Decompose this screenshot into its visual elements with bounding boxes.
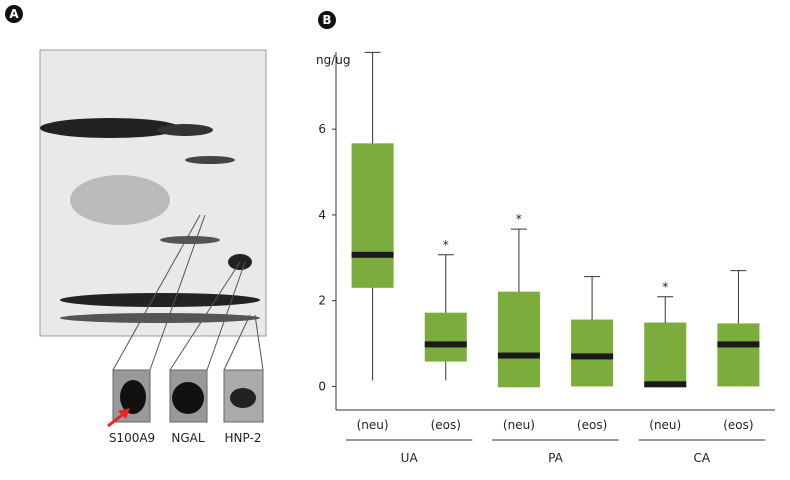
median [497, 352, 540, 359]
gel-spot [60, 313, 260, 323]
median [571, 353, 614, 360]
panel-a: A S100A9 NGAL HNP-2 [5, 5, 267, 445]
group-label: PA [548, 451, 563, 465]
significance-mark: * [662, 280, 668, 294]
inset-spot [120, 380, 146, 414]
x-tick-label: (eos) [431, 418, 461, 432]
group-label: UA [401, 451, 419, 465]
x-tick-label: (eos) [723, 418, 753, 432]
gel-spot [60, 293, 260, 307]
box [497, 291, 540, 388]
arrow-head [118, 408, 130, 419]
inset-label: S100A9 [109, 431, 155, 445]
box [644, 322, 687, 388]
guide [254, 314, 264, 371]
gel-smear [70, 175, 170, 225]
box [351, 143, 394, 288]
x-tick-label: (neu) [649, 418, 681, 432]
median [644, 381, 687, 388]
inset-spot [230, 388, 256, 408]
gel-spot [160, 236, 220, 244]
group-label: CA [694, 451, 711, 465]
guide [169, 261, 241, 371]
y-tick-label: 0 [318, 379, 326, 393]
guide [149, 214, 206, 371]
significance-mark: * [443, 238, 449, 252]
panel-badge [318, 11, 336, 29]
y-tick-label: 2 [318, 294, 326, 308]
significance-mark: * [516, 212, 522, 226]
inset-label: HNP-2 [225, 431, 262, 445]
inset-spot [172, 382, 204, 414]
panel-badge [5, 5, 23, 23]
y-tick-label: 4 [318, 208, 326, 222]
inset-label: NGAL [171, 431, 204, 445]
gel-spot [185, 156, 235, 164]
median [424, 341, 467, 348]
guide [112, 214, 201, 371]
panel-label: B [322, 13, 331, 27]
box [717, 323, 760, 387]
box [571, 319, 614, 387]
gel-spot [157, 124, 213, 136]
y-tick-label: 6 [318, 122, 326, 136]
panel-label: A [9, 7, 19, 21]
guide [223, 314, 251, 371]
median [717, 341, 760, 348]
box [424, 312, 467, 362]
x-tick-label: (neu) [357, 418, 389, 432]
x-tick-label: (neu) [503, 418, 535, 432]
y-axis-label: ng/ug [316, 53, 351, 67]
guide [206, 261, 246, 371]
median [351, 251, 394, 258]
x-tick-label: (eos) [577, 418, 607, 432]
gel-spot [40, 118, 180, 138]
